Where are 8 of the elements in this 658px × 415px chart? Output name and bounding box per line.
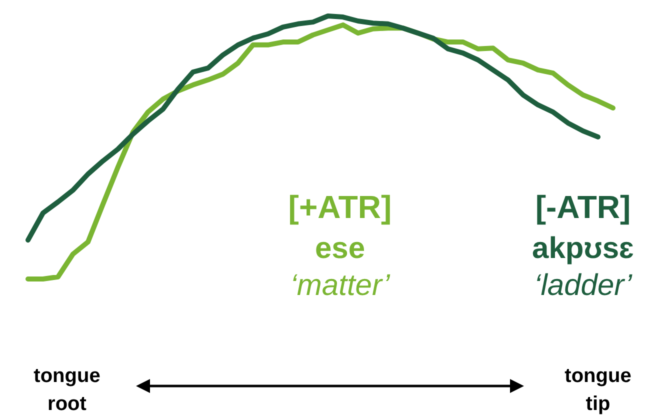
annotation: akpʊsɛ (532, 232, 634, 265)
text: [+ATR] (288, 189, 392, 225)
annotation: ese (314, 232, 366, 265)
annotation: ‘matter’ (290, 269, 392, 302)
series-label: [-ATR] (535, 189, 631, 225)
annotation: ‘ladder’ (534, 269, 634, 302)
text: tongue tip (564, 365, 632, 415)
text: tongue root (34, 365, 100, 415)
